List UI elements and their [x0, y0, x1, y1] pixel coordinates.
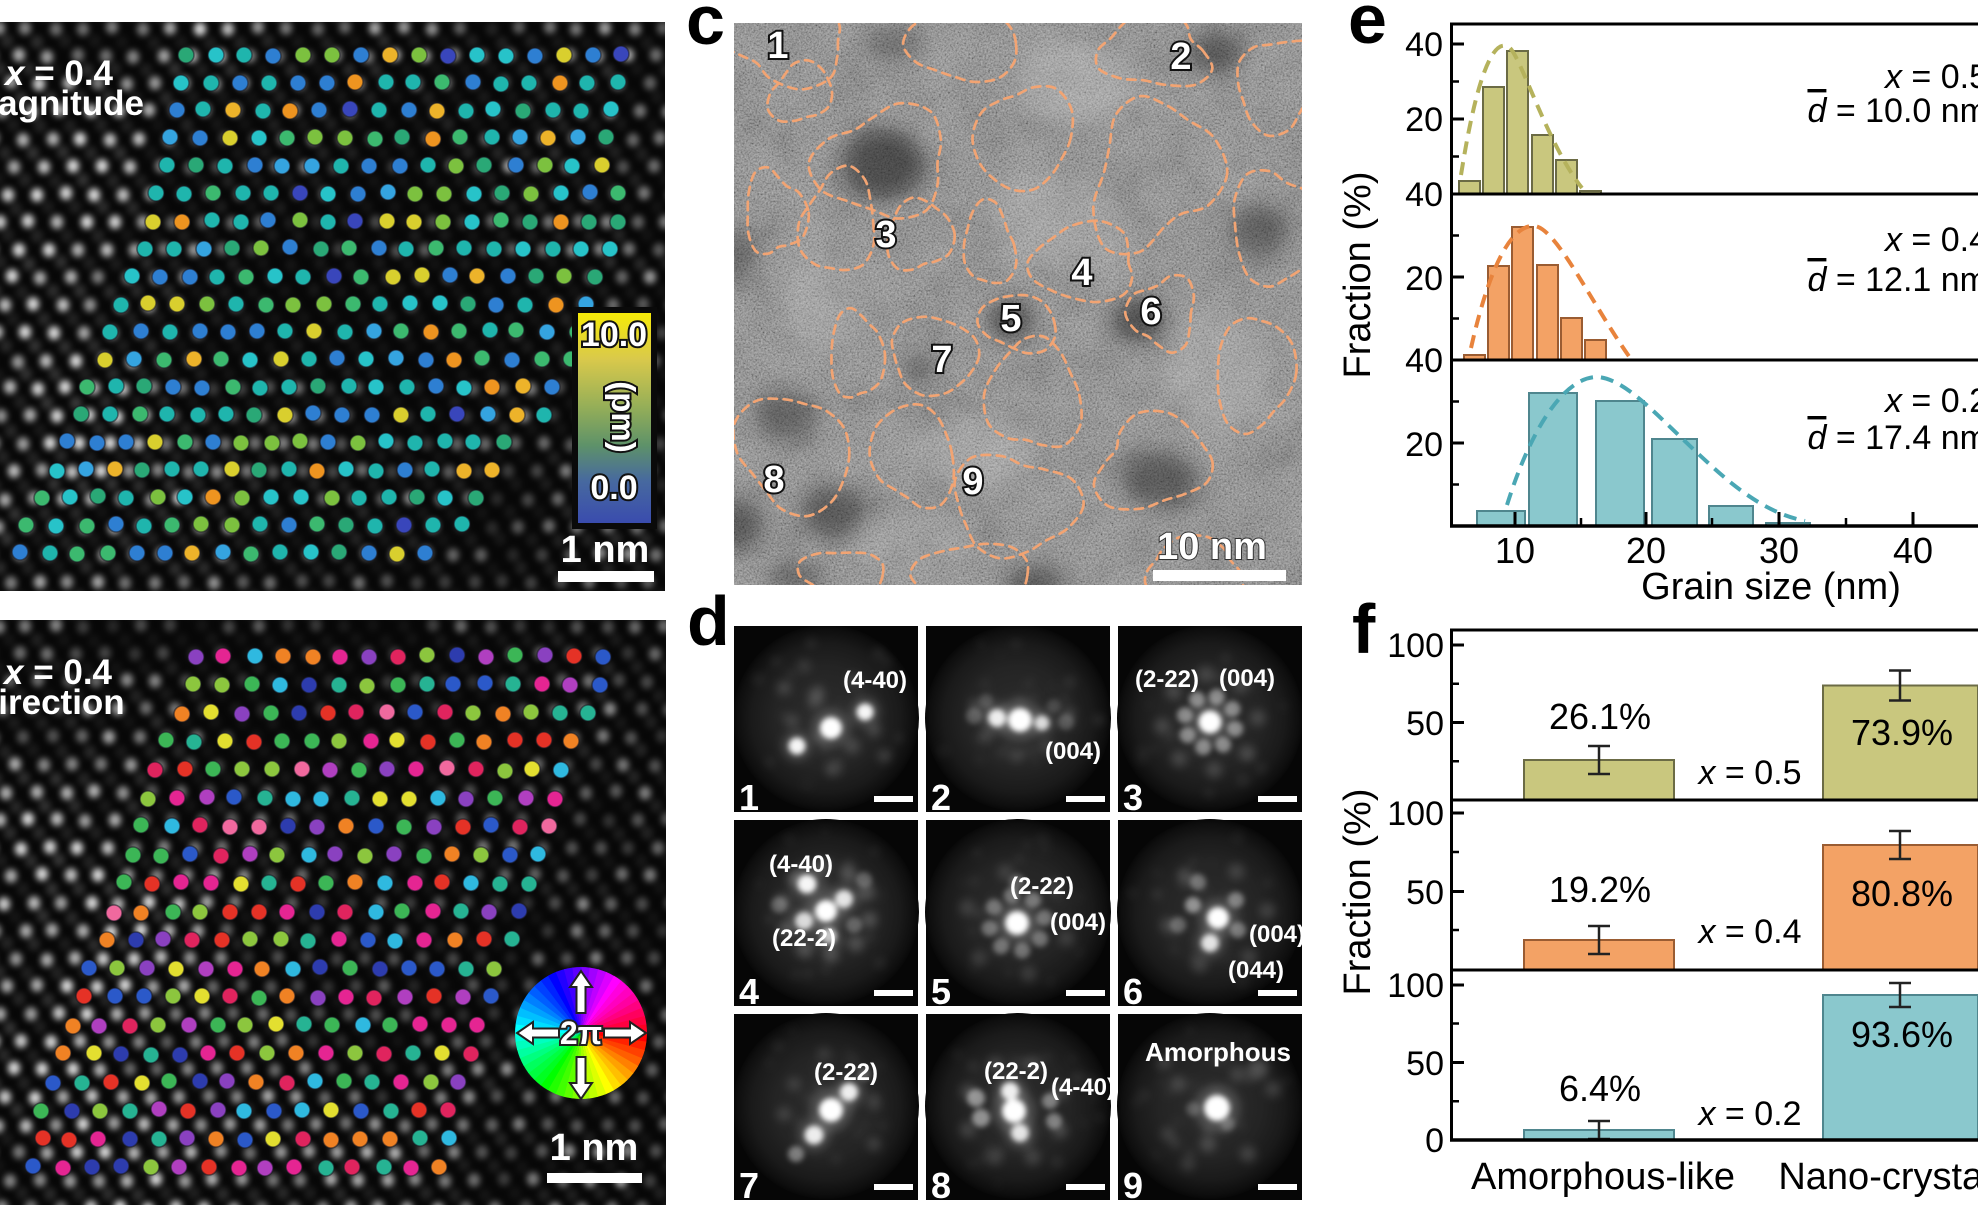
svg-text:40: 40 — [1405, 176, 1443, 214]
svg-text:6: 6 — [1123, 971, 1143, 1012]
svg-text:x = 0.2: x = 0.2 — [1883, 382, 1978, 420]
svg-text:d = 17.4 nm: d = 17.4 nm — [1807, 419, 1978, 457]
svg-text:(22-2): (22-2) — [772, 925, 836, 952]
svg-text:8: 8 — [931, 1165, 951, 1200]
svg-text:30: 30 — [1759, 530, 1799, 571]
svg-text:40: 40 — [1893, 530, 1933, 571]
svg-text:x = 0.4: x = 0.4 — [2, 653, 113, 692]
svg-text:20: 20 — [1405, 426, 1443, 464]
svg-text:(004): (004) — [1249, 921, 1302, 948]
svg-text:(4-40): (4-40) — [1051, 1074, 1115, 1101]
svg-text:x = 0.4: x = 0.4 — [3, 54, 114, 93]
svg-text:20: 20 — [1405, 101, 1443, 139]
svg-text:6.4%: 6.4% — [1559, 1068, 1641, 1109]
svg-text:0.0: 0.0 — [590, 469, 637, 507]
svg-text:(2-22): (2-22) — [1010, 873, 1074, 900]
svg-text:3: 3 — [1123, 777, 1143, 818]
svg-text:1: 1 — [767, 25, 788, 67]
svg-text:(044): (044) — [1228, 957, 1284, 984]
svg-text:x = 0.5: x = 0.5 — [1883, 58, 1978, 96]
svg-text:(4-40): (4-40) — [769, 851, 833, 878]
svg-text:9: 9 — [1123, 1165, 1143, 1200]
svg-text:2: 2 — [1170, 36, 1191, 78]
svg-text:5: 5 — [931, 971, 951, 1012]
svg-text:(004): (004) — [1219, 665, 1275, 692]
svg-text:7: 7 — [739, 1165, 759, 1200]
svg-text:(2-22): (2-22) — [814, 1059, 878, 1086]
svg-text:100: 100 — [1387, 795, 1444, 833]
svg-text:1 nm: 1 nm — [550, 1127, 639, 1169]
svg-text:1: 1 — [739, 777, 759, 818]
svg-text:Direction: Direction — [0, 683, 125, 722]
svg-text:100: 100 — [1387, 967, 1444, 1005]
svg-text:0: 0 — [1425, 1122, 1444, 1160]
svg-text:20: 20 — [1626, 530, 1666, 571]
svg-text:x = 0.5: x = 0.5 — [1696, 754, 1801, 792]
svg-text:6: 6 — [1140, 291, 1161, 333]
svg-text:50: 50 — [1406, 705, 1444, 743]
svg-text:Amorphous-like: Amorphous-like — [1471, 1156, 1735, 1198]
svg-text:Fraction (%): Fraction (%) — [1340, 789, 1379, 996]
svg-text:(004): (004) — [1045, 738, 1101, 765]
svg-text:(4-40): (4-40) — [843, 667, 907, 694]
svg-text:50: 50 — [1406, 874, 1444, 912]
svg-text:Magnitude: Magnitude — [0, 84, 144, 123]
svg-text:100: 100 — [1387, 627, 1444, 665]
svg-text:93.6%: 93.6% — [1851, 1014, 1953, 1055]
svg-text:d = 12.1 nm: d = 12.1 nm — [1807, 261, 1978, 299]
svg-text:10 nm: 10 nm — [1157, 526, 1267, 568]
svg-text:Fraction (%): Fraction (%) — [1340, 172, 1379, 379]
svg-text:Nano-crystal: Nano-crystal — [1778, 1156, 1978, 1198]
svg-text:x = 0.2: x = 0.2 — [1696, 1095, 1801, 1133]
svg-text:x = 0.4: x = 0.4 — [1883, 221, 1978, 259]
svg-text:x = 0.4: x = 0.4 — [1696, 913, 1801, 951]
svg-text:40: 40 — [1405, 342, 1443, 380]
svg-text:20: 20 — [1405, 260, 1443, 298]
svg-text:2π: 2π — [560, 1015, 602, 1051]
svg-text:26.1%: 26.1% — [1549, 696, 1651, 737]
svg-text:8: 8 — [763, 459, 784, 501]
svg-text:4: 4 — [739, 971, 759, 1012]
svg-text:1 nm: 1 nm — [561, 529, 650, 571]
svg-text:5: 5 — [1000, 298, 1021, 340]
svg-text:(2-22): (2-22) — [1135, 666, 1199, 693]
svg-text:(pm): (pm) — [605, 381, 642, 452]
svg-text:Amorphous: Amorphous — [1145, 1037, 1291, 1067]
svg-text:19.2%: 19.2% — [1549, 869, 1651, 910]
svg-text:10.0: 10.0 — [581, 316, 647, 354]
svg-text:73.9%: 73.9% — [1851, 712, 1953, 753]
svg-text:50: 50 — [1406, 1045, 1444, 1083]
svg-text:2: 2 — [931, 777, 951, 818]
svg-text:3: 3 — [875, 214, 896, 256]
svg-text:(22-2): (22-2) — [984, 1058, 1048, 1085]
svg-text:(004): (004) — [1050, 909, 1106, 936]
svg-text:80.8%: 80.8% — [1851, 873, 1953, 914]
svg-text:d = 10.0 nm: d = 10.0 nm — [1807, 92, 1978, 130]
svg-text:4: 4 — [1071, 252, 1092, 294]
svg-text:10: 10 — [1495, 530, 1535, 571]
svg-text:Grain size (nm): Grain size (nm) — [1641, 566, 1901, 608]
svg-text:40: 40 — [1405, 26, 1443, 64]
svg-text:7: 7 — [931, 339, 952, 381]
svg-text:9: 9 — [962, 461, 983, 503]
